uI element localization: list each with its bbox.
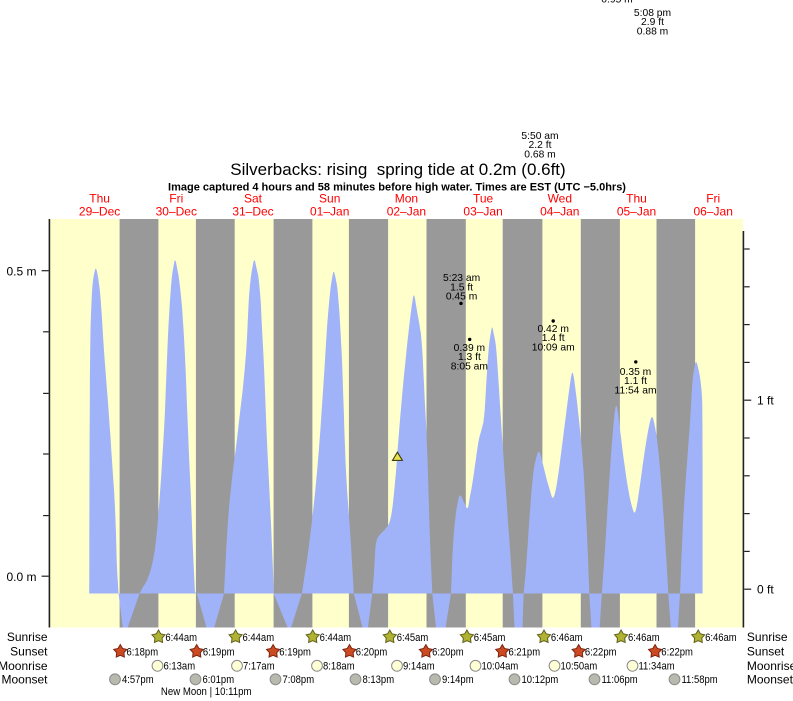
svg-text:6:22pm: 6:22pm — [585, 646, 617, 658]
svg-text:01–Jan: 01–Jan — [310, 204, 349, 218]
svg-text:04–Jan: 04–Jan — [540, 204, 579, 218]
svg-text:0.35 m: 0.35 m — [620, 367, 651, 378]
svg-text:9:14pm: 9:14pm — [442, 674, 474, 686]
svg-text:Sunrise: Sunrise — [747, 630, 788, 644]
svg-text:6:45am: 6:45am — [397, 632, 429, 644]
svg-text:5:50 am: 5:50 am — [521, 131, 558, 142]
svg-text:0.45 m: 0.45 m — [446, 292, 477, 303]
svg-text:0.0 m: 0.0 m — [6, 570, 36, 584]
svg-text:6:44am: 6:44am — [165, 632, 197, 644]
svg-text:02–Jan: 02–Jan — [387, 204, 426, 218]
svg-text:Mon: Mon — [395, 192, 418, 206]
svg-text:10:04am: 10:04am — [482, 661, 519, 673]
svg-text:6:20pm: 6:20pm — [432, 646, 464, 658]
svg-text:5:23 am: 5:23 am — [443, 273, 480, 284]
svg-text:10:50am: 10:50am — [561, 661, 598, 673]
svg-text:6:13am: 6:13am — [164, 661, 196, 673]
svg-text:6:19pm: 6:19pm — [279, 646, 311, 658]
svg-text:Moonrise: Moonrise — [0, 659, 48, 673]
svg-text:1.5 ft: 1.5 ft — [450, 282, 473, 293]
svg-text:6:44am: 6:44am — [243, 632, 275, 644]
svg-text:Sun: Sun — [319, 192, 340, 206]
svg-text:0.5 m: 0.5 m — [6, 265, 36, 279]
svg-text:5:08 pm: 5:08 pm — [634, 8, 671, 19]
svg-text:Moonset: Moonset — [747, 673, 793, 687]
svg-text:6:46am: 6:46am — [628, 632, 660, 644]
svg-text:29–Dec: 29–Dec — [79, 204, 120, 218]
svg-text:0.39 m: 0.39 m — [454, 343, 485, 354]
svg-text:Moonrise: Moonrise — [747, 659, 793, 673]
svg-text:1.1 ft: 1.1 ft — [624, 376, 647, 387]
svg-text:11:54 am: 11:54 am — [614, 385, 656, 396]
svg-text:6:22pm: 6:22pm — [661, 646, 693, 658]
svg-text:0.68 m: 0.68 m — [524, 150, 555, 161]
svg-text:New Moon | 10:11pm: New Moon | 10:11pm — [161, 686, 252, 698]
svg-text:Sunrise: Sunrise — [7, 630, 48, 644]
svg-text:8:05 am: 8:05 am — [451, 361, 488, 372]
svg-text:Sat: Sat — [244, 192, 263, 206]
svg-text:11:34am: 11:34am — [639, 661, 675, 673]
svg-text:Sunset: Sunset — [747, 645, 785, 659]
svg-text:11:06pm: 11:06pm — [602, 674, 638, 686]
svg-text:0.42 m: 0.42 m — [537, 324, 568, 335]
svg-text:30–Dec: 30–Dec — [156, 204, 197, 218]
svg-text:Thu: Thu — [89, 192, 110, 206]
svg-text:Thu: Thu — [626, 192, 647, 206]
svg-text:6:45am: 6:45am — [474, 632, 506, 644]
svg-text:03–Jan: 03–Jan — [463, 204, 502, 218]
svg-text:8:13pm: 8:13pm — [363, 674, 395, 686]
svg-text:4:57pm: 4:57pm — [122, 674, 154, 686]
svg-text:9:14am: 9:14am — [403, 661, 435, 673]
svg-text:6:46am: 6:46am — [551, 632, 583, 644]
svg-text:Tue: Tue — [473, 192, 494, 206]
svg-text:6:46am: 6:46am — [705, 632, 737, 644]
svg-text:Image captured 4 hours and 58: Image captured 4 hours and 58 minutes be… — [168, 182, 626, 194]
svg-text:Sunset: Sunset — [10, 645, 48, 659]
svg-text:Fri: Fri — [706, 192, 720, 206]
svg-text:7:08pm: 7:08pm — [283, 674, 315, 686]
svg-text:10:09 am: 10:09 am — [532, 342, 575, 353]
svg-text:2.2 ft: 2.2 ft — [529, 140, 552, 151]
svg-text:6:19pm: 6:19pm — [203, 646, 235, 658]
svg-text:Silverbacks: rising spring ti: Silverbacks: rising spring tide at 0.2m … — [230, 160, 565, 179]
svg-text:Moonset: Moonset — [1, 673, 48, 687]
svg-text:0.95 m: 0.95 m — [601, 0, 632, 5]
svg-text:6:44am: 6:44am — [320, 632, 352, 644]
svg-text:11:58pm: 11:58pm — [682, 674, 718, 686]
svg-text:10:12pm: 10:12pm — [522, 674, 559, 686]
svg-text:0.88 m: 0.88 m — [637, 26, 668, 37]
svg-text:06–Jan: 06–Jan — [694, 204, 733, 218]
svg-text:1.4 ft: 1.4 ft — [542, 333, 565, 344]
svg-text:6:21pm: 6:21pm — [509, 646, 541, 658]
svg-text:31–Dec: 31–Dec — [232, 204, 273, 218]
svg-text:Wed: Wed — [548, 192, 572, 206]
svg-text:6:01pm: 6:01pm — [203, 674, 235, 686]
svg-text:Fri: Fri — [169, 192, 183, 206]
svg-text:1 ft: 1 ft — [757, 393, 774, 407]
svg-text:6:20pm: 6:20pm — [356, 646, 388, 658]
svg-text:1.3 ft: 1.3 ft — [458, 352, 481, 363]
svg-text:6:18pm: 6:18pm — [127, 646, 159, 658]
svg-text:0 ft: 0 ft — [757, 582, 774, 596]
svg-text:2.9 ft: 2.9 ft — [641, 17, 664, 28]
svg-text:7:17am: 7:17am — [243, 661, 275, 673]
svg-text:05–Jan: 05–Jan — [617, 204, 656, 218]
svg-text:8:18am: 8:18am — [323, 661, 355, 673]
